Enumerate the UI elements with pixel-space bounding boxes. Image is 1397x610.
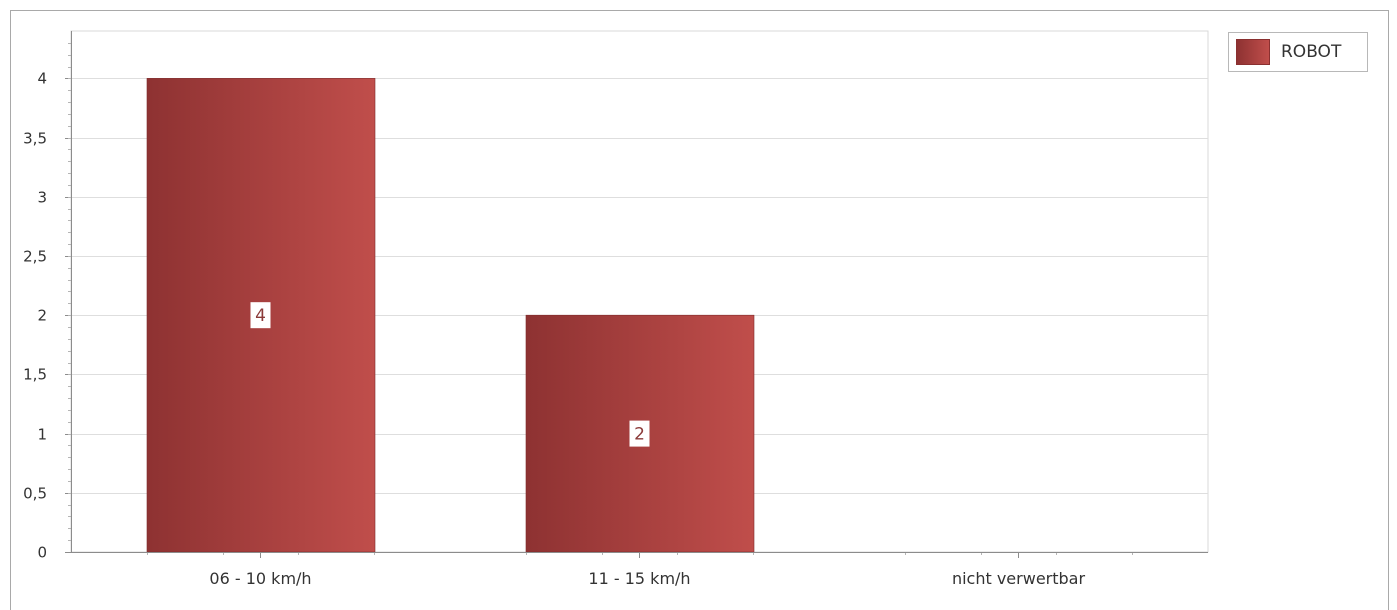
data-label: 4	[255, 306, 266, 326]
y-tick-label: 3	[37, 189, 47, 207]
y-tick-label: 2	[37, 307, 47, 325]
data-label-box	[250, 302, 271, 329]
x-tick-label: nicht verwertbar	[952, 569, 1086, 588]
data-label: 2	[634, 425, 645, 445]
legend-label-robot: ROBOT	[1281, 42, 1342, 62]
y-tick-label: 2,5	[23, 248, 47, 266]
legend: ROBOT	[1228, 32, 1368, 72]
legend-swatch-robot	[1236, 39, 1270, 65]
y-tick-label: 3,5	[23, 130, 47, 148]
y-tick-label: 1,5	[23, 366, 47, 384]
bar	[525, 314, 755, 553]
y-tick-label: 4	[37, 70, 47, 88]
y-tick-label: 0,5	[23, 485, 47, 503]
data-label-box	[629, 420, 650, 447]
bars	[146, 78, 755, 553]
axes	[65, 31, 1208, 558]
labels: 0 0,5 1 1,5 2 2,5 3 3,5 4 4 06 - 10 km/h 2 11 - 15 k…	[23, 70, 1085, 589]
y-tick-label: 1	[37, 426, 47, 444]
x-tick-label: 06 - 10 km/h	[209, 569, 311, 588]
y-tick-label: 0	[37, 544, 47, 562]
x-tick-label: 11 - 15 km/h	[588, 569, 690, 588]
